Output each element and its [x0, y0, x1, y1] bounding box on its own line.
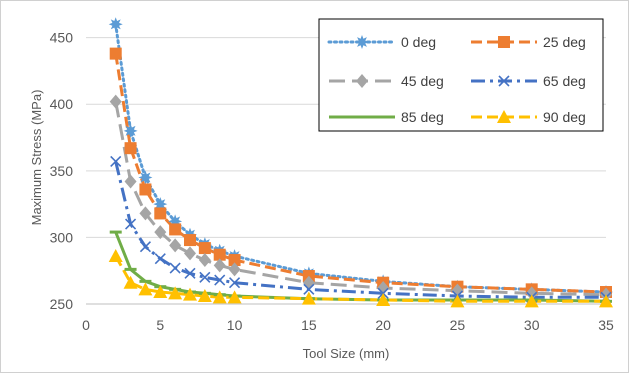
legend-label: 0 deg — [401, 34, 436, 50]
legend-swatch-marker — [356, 74, 368, 88]
data-point-65-deg — [169, 262, 181, 274]
data-point-45-deg — [198, 253, 211, 268]
legend-label: 85 deg — [401, 109, 444, 125]
legend-swatch-marker — [498, 36, 510, 48]
legend-entry-0-deg: 0 deg — [327, 34, 436, 50]
data-point-45-deg — [377, 281, 390, 296]
y-tick-label: 400 — [50, 96, 74, 112]
data-point-45-deg — [451, 283, 464, 298]
data-point-0-deg — [108, 17, 123, 32]
x-axis-title: Tool Size (mm) — [303, 346, 390, 361]
x-marker-stroke — [110, 155, 122, 168]
data-point-90-deg — [153, 285, 168, 299]
y-tick-label: 250 — [50, 296, 74, 312]
data-point-90-deg — [599, 294, 613, 308]
x-marker-stroke — [303, 283, 315, 295]
data-point-65-deg — [229, 277, 241, 289]
legend-entry-85-deg: 85 deg — [329, 109, 444, 125]
x-tick-label: 25 — [450, 317, 466, 333]
data-point-25-deg — [228, 254, 241, 267]
y-tick-label: 300 — [50, 229, 74, 245]
legend-label: 25 deg — [543, 34, 586, 50]
data-point-0-deg — [123, 123, 138, 138]
y-axis-title: Maximum Stress (MPa) — [29, 90, 44, 226]
x-marker-stroke — [125, 218, 137, 230]
x-marker-stroke — [154, 253, 166, 265]
x-tick-label: 35 — [598, 317, 614, 333]
legend: 0 deg 25 deg 45 deg 65 deg 85 deg 90 deg — [318, 18, 604, 132]
legend-entry-25-deg: 25 deg — [471, 34, 586, 50]
legend-swatch-marker — [498, 75, 510, 87]
data-point-65-deg — [184, 267, 196, 279]
legend-entry-90-deg: 90 deg — [471, 109, 586, 125]
x-tick-label: 20 — [375, 317, 391, 333]
x-marker-stroke — [214, 274, 226, 286]
data-point-65-deg — [199, 271, 211, 283]
data-point-90-deg — [524, 294, 539, 308]
data-point-65-deg — [139, 241, 151, 253]
x-tick-label: 0 — [82, 317, 90, 333]
data-point-45-deg — [124, 174, 137, 189]
data-point-25-deg — [184, 234, 196, 247]
data-point-45-deg — [109, 94, 122, 109]
series-markers — [108, 17, 613, 308]
legend-label: 65 deg — [543, 73, 586, 89]
data-point-25-deg — [213, 248, 226, 261]
data-point-90-deg — [450, 294, 465, 308]
x-marker-stroke — [169, 262, 181, 274]
data-point-90-deg — [108, 249, 123, 263]
data-point-90-deg — [301, 291, 316, 305]
data-point-45-deg — [169, 238, 182, 253]
x-marker-stroke — [184, 267, 196, 279]
y-tick-label: 350 — [50, 163, 74, 179]
data-point-45-deg — [154, 225, 167, 240]
x-marker-stroke — [139, 241, 151, 253]
data-point-25-deg — [124, 142, 137, 155]
y-tick-label: 450 — [50, 30, 74, 46]
x-tick-label: 10 — [227, 317, 243, 333]
data-point-45-deg — [139, 206, 152, 221]
data-point-90-deg — [168, 286, 183, 300]
data-point-90-deg — [227, 290, 242, 304]
data-point-65-deg — [110, 155, 122, 168]
x-tick-label: 15 — [301, 317, 317, 333]
data-point-25-deg — [198, 242, 211, 255]
data-point-25-deg — [139, 183, 152, 196]
data-point-65-deg — [303, 283, 315, 295]
data-point-45-deg — [525, 286, 538, 301]
data-point-65-deg — [214, 274, 226, 286]
data-point-45-deg — [213, 258, 226, 273]
data-point-90-deg — [197, 289, 212, 303]
legend-label: 90 deg — [543, 109, 586, 125]
data-point-90-deg — [183, 287, 197, 301]
x-marker-stroke — [229, 277, 241, 289]
data-point-90-deg — [376, 293, 391, 307]
data-point-0-deg — [138, 170, 153, 185]
data-point-65-deg — [125, 218, 137, 230]
data-point-90-deg — [212, 290, 227, 304]
x-tick-label: 5 — [156, 317, 164, 333]
data-point-90-deg — [138, 282, 153, 296]
legend-entry-65-deg: 65 deg — [471, 73, 586, 89]
data-point-90-deg — [123, 275, 138, 289]
data-point-25-deg — [154, 207, 167, 220]
series-line-65-deg — [114, 161, 606, 299]
legend-swatch-marker — [355, 35, 369, 49]
data-point-65-deg — [154, 253, 166, 265]
axes: 250 300 350 400 450 0 5 10 15 20 25 30 35 — [50, 30, 614, 333]
data-point-45-deg — [184, 246, 196, 261]
data-point-25-deg — [109, 47, 122, 60]
x-marker-stroke — [199, 271, 211, 283]
x-marker-stroke — [498, 75, 510, 87]
legend-swatch-marker — [497, 110, 511, 123]
data-point-25-deg — [169, 223, 182, 236]
data-point-45-deg — [228, 262, 241, 277]
legend-label: 45 deg — [401, 73, 444, 89]
x-tick-label: 30 — [524, 317, 540, 333]
legend-entry-45-deg: 45 deg — [329, 73, 444, 89]
